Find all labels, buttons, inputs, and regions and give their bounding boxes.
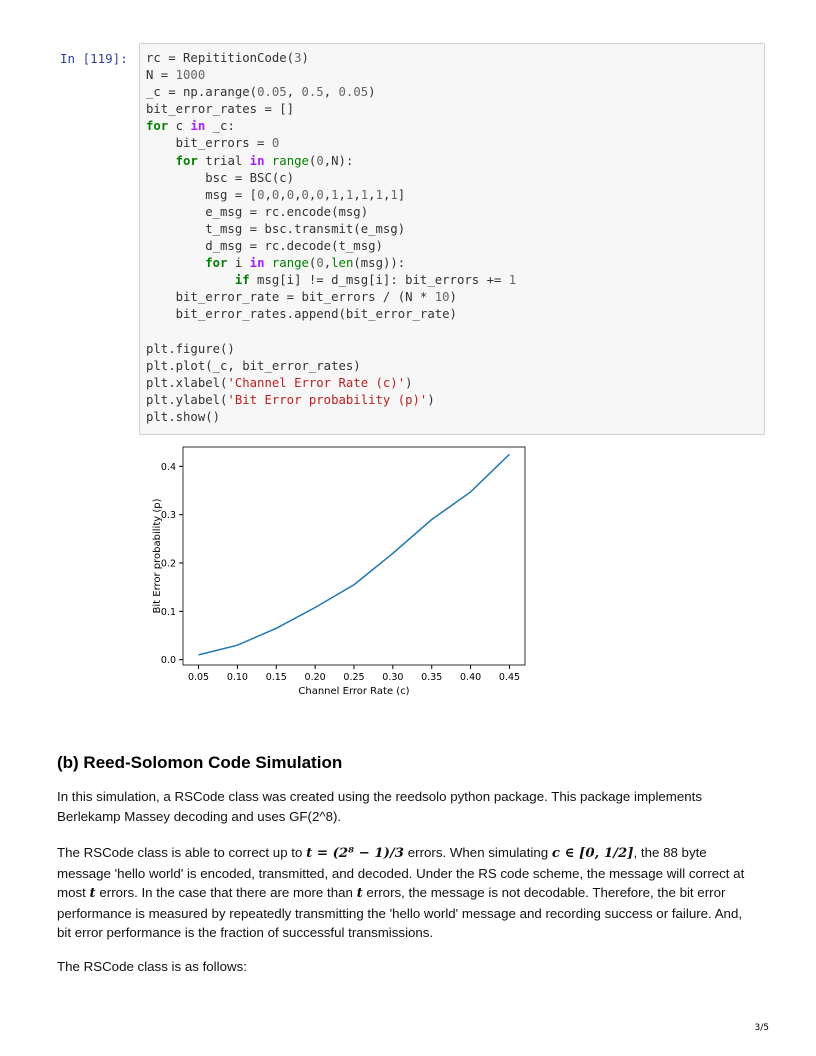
text: , the 88 byte message 'hello world' is e… bbox=[57, 845, 745, 900]
text: errors. In the case that there are more … bbox=[95, 885, 357, 900]
code-cell[interactable]: rc = RepititionCode(3) N = 1000 _c = np.… bbox=[139, 43, 765, 435]
y-tick-label: 0.3 bbox=[161, 510, 176, 521]
math-t: t bbox=[356, 886, 363, 901]
paragraph-intro: In this simulation, a RSCode class was c… bbox=[57, 789, 703, 824]
x-tick-label: 0.30 bbox=[382, 672, 403, 683]
y-tick-label: 0.0 bbox=[161, 655, 176, 666]
x-tick-label: 0.45 bbox=[499, 672, 520, 683]
x-tick-label: 0.40 bbox=[460, 672, 481, 683]
paragraph-rscode: The RSCode class is able to correct up t… bbox=[57, 843, 757, 943]
text: errors, the message is not decodable. Th… bbox=[57, 885, 743, 940]
code: rc = RepititionCode(3) N = 1000 _c = np.… bbox=[146, 51, 517, 424]
y-tick-label: 0.4 bbox=[161, 462, 176, 473]
math-t: t = (2⁸ − 1)/3 bbox=[306, 846, 405, 861]
paragraph-class-intro: The RSCode class is as follows: bbox=[57, 959, 247, 974]
section-title: (b) Reed-Solomon Code Simulation bbox=[57, 753, 343, 772]
math-t: t bbox=[89, 886, 96, 901]
plot-frame bbox=[182, 446, 526, 666]
x-axis-label: Channel Error Rate (c) bbox=[298, 686, 409, 697]
x-tick-label: 0.10 bbox=[227, 672, 248, 683]
y-tick-label: 0.1 bbox=[161, 607, 176, 618]
x-tick-label: 0.35 bbox=[421, 672, 442, 683]
page-number: 3/5 bbox=[754, 1023, 769, 1033]
text: The RSCode class is able to correct up t… bbox=[57, 845, 307, 860]
cell-prompt: In [119]: bbox=[60, 51, 128, 66]
x-tick-label: 0.25 bbox=[343, 672, 364, 683]
series-line bbox=[198, 453, 510, 656]
text: errors. When simulating bbox=[404, 845, 552, 860]
y-tick-label: 0.2 bbox=[161, 559, 176, 570]
math-c: c ∈ [0, 1/2] bbox=[551, 846, 634, 861]
x-tick-label: 0.15 bbox=[266, 672, 287, 683]
x-tick-label: 0.20 bbox=[305, 672, 326, 683]
y-axis-label: Bit Error probability (p) bbox=[152, 498, 163, 613]
x-tick-label: 0.05 bbox=[188, 672, 209, 683]
line-chart: 0.05 0.10 0.15 0.20 0.25 0.30 0.35 0.40 0.45 0.0 0… bbox=[152, 446, 526, 697]
